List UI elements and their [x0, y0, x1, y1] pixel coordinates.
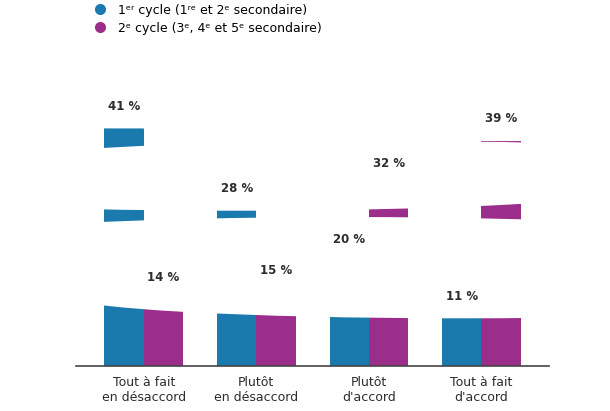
- Bar: [329, 239, 369, 366]
- Text: 11 %: 11 %: [446, 290, 478, 302]
- Bar: [256, 271, 296, 366]
- Circle shape: [0, 249, 610, 293]
- Text: 14 %: 14 %: [148, 271, 179, 284]
- Circle shape: [0, 166, 610, 211]
- Bar: [481, 119, 521, 366]
- Bar: [369, 163, 408, 366]
- Text: 32 %: 32 %: [373, 157, 404, 170]
- Text: 20 %: 20 %: [333, 233, 365, 246]
- Text: 28 %: 28 %: [221, 182, 253, 195]
- Bar: [442, 296, 481, 366]
- Circle shape: [107, 97, 610, 141]
- Text: 41 %: 41 %: [108, 100, 140, 113]
- Circle shape: [0, 141, 610, 185]
- Circle shape: [68, 274, 610, 318]
- Bar: [217, 189, 256, 366]
- Legend: 1ᵉʳ cycle (1ʳᵉ et 2ᵉ secondaire), 2ᵉ cycle (3ᵉ, 4ᵉ et 5ᵉ secondaire): 1ᵉʳ cycle (1ʳᵉ et 2ᵉ secondaire), 2ᵉ cyc…: [82, 0, 326, 39]
- Circle shape: [0, 255, 558, 299]
- Circle shape: [0, 84, 518, 128]
- Text: 39 %: 39 %: [485, 113, 517, 125]
- Text: 15 %: 15 %: [260, 264, 292, 277]
- Bar: [104, 106, 144, 366]
- Bar: [144, 277, 183, 366]
- Circle shape: [0, 217, 610, 261]
